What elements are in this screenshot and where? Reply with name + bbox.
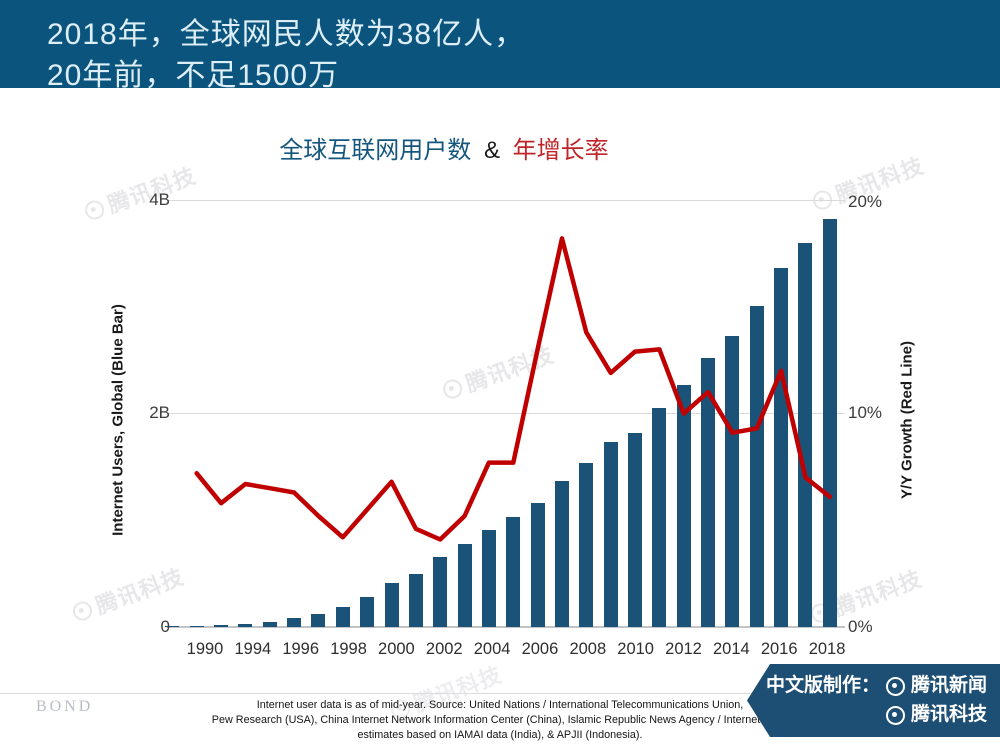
chart-title: 全球互联网用户数 & 年增长率 — [0, 130, 888, 165]
watermark-logo-icon — [82, 197, 107, 222]
bar-1999 — [360, 597, 375, 627]
bar-1992 — [189, 626, 204, 627]
watermark-logo-icon — [70, 598, 95, 623]
bar-1995 — [262, 622, 277, 627]
bar-2017 — [798, 243, 813, 627]
right-tick-10pct: 10% — [848, 403, 883, 422]
x-label-2012: 2012 — [665, 640, 702, 658]
bar-2005 — [506, 517, 521, 627]
bar-2011 — [652, 408, 667, 627]
chart-title-users: 全球互联网用户数 — [279, 137, 472, 164]
left-axis-label: Internet Users, Global (Blue Bar) — [109, 304, 127, 536]
bar-2015 — [749, 306, 764, 627]
right-tick-0pct: 0% — [848, 617, 873, 636]
bar-1991 — [165, 626, 180, 627]
left-tick-0: 0 — [160, 617, 170, 636]
x-label-2000: 2000 — [378, 640, 415, 658]
source-line-3: estimates based on IAMAI data (India), &… — [357, 728, 643, 741]
chart-title-ampersand: & — [483, 137, 500, 164]
x-label-2004: 2004 — [473, 640, 511, 658]
bar-1994 — [238, 624, 253, 627]
right-tick-20pct: 20% — [848, 192, 883, 211]
x-label-1998: 1998 — [330, 640, 367, 658]
bar-2006 — [530, 503, 545, 627]
tencent-news-label: 腾讯新闻 — [910, 675, 987, 696]
x-label-2008: 2008 — [569, 640, 607, 658]
x-label-1990: 1990 — [186, 640, 224, 658]
left-tick-2b: 2B — [149, 403, 170, 422]
credit-prefix: 中文版制作： — [765, 675, 880, 696]
credit-row-tech: 腾讯科技 — [885, 702, 987, 728]
x-label-2014: 2014 — [712, 640, 750, 658]
watermark-text: 腾讯科技 — [830, 565, 926, 621]
gridline-2b — [167, 413, 845, 414]
tencent-credit-banner: 中文版制作： 腾讯新闻 腾讯科技 — [747, 664, 1000, 737]
bond-logo: BOND — [36, 698, 94, 715]
source-line-1: Internet user data is as of mid-year. So… — [256, 699, 744, 711]
x-label-1994: 1994 — [234, 640, 272, 658]
x-label-2006: 2006 — [521, 640, 559, 658]
bar-2003 — [457, 544, 472, 627]
tencent-tech-logo-icon — [885, 705, 905, 725]
bar-2014 — [725, 336, 740, 627]
watermark-logo-icon — [440, 376, 465, 401]
bar-1993 — [214, 625, 229, 627]
x-label-2016: 2016 — [760, 640, 798, 658]
bar-2000 — [384, 583, 399, 627]
bar-2004 — [481, 530, 496, 627]
watermark-text: 腾讯科技 — [92, 563, 188, 619]
bar-2008 — [579, 463, 594, 627]
bar-1998 — [335, 607, 350, 627]
source-line-2: Pew Research (USA), China Internet Netwo… — [211, 713, 789, 726]
header-banner: 2018年，全球网民人数为38亿人， 20年前，不足1500万 — [0, 0, 1000, 92]
bar-2013 — [701, 358, 716, 627]
bar-2007 — [554, 481, 569, 627]
left-tick-4b: 4B — [149, 190, 170, 209]
bar-2009 — [603, 442, 618, 627]
x-label-1996: 1996 — [282, 640, 320, 658]
bar-2016 — [774, 268, 789, 627]
x-label-2002: 2002 — [425, 640, 463, 658]
footer-divider — [0, 693, 1000, 694]
tencent-tech-label: 腾讯科技 — [910, 704, 987, 725]
bar-1996 — [287, 618, 302, 627]
credit-row-news: 中文版制作： 腾讯新闻 — [766, 673, 987, 699]
tencent-tech-watermark: 腾讯科技 — [438, 337, 558, 407]
bar-2012 — [676, 385, 691, 627]
bar-1997 — [311, 614, 326, 627]
source-note: Internet user data is as of mid-year. So… — [130, 698, 870, 742]
watermark-text: 腾讯科技 — [462, 341, 558, 397]
chart-title-growth: 年增长率 — [512, 137, 609, 164]
x-axis-line — [167, 626, 845, 628]
bar-2001 — [408, 574, 423, 627]
bar-2002 — [433, 557, 448, 627]
gridline-4b — [167, 200, 845, 201]
header-line-2: 20年前，不足1500万 — [47, 59, 340, 92]
bar-2010 — [628, 433, 642, 627]
x-label-2010: 2010 — [617, 640, 654, 658]
x-label-2018: 2018 — [808, 640, 846, 658]
watermark-text: 腾讯科技 — [104, 162, 200, 218]
bar-2018 — [822, 219, 837, 627]
header-line-1: 2018年，全球网民人数为38亿人， — [47, 18, 526, 51]
right-axis-label: Y/Y Growth (Red Line) — [898, 340, 916, 500]
tencent-news-logo-icon — [885, 676, 905, 696]
